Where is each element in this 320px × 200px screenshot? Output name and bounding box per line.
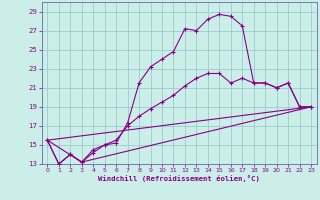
X-axis label: Windchill (Refroidissement éolien,°C): Windchill (Refroidissement éolien,°C) [98, 175, 260, 182]
